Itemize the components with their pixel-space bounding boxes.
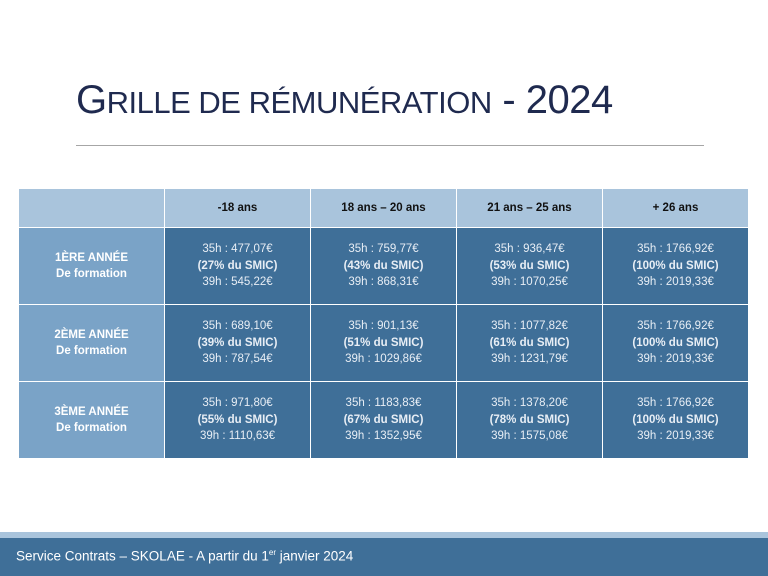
hours-39: 39h : 1070,25€ (491, 276, 568, 289)
hours-39: 39h : 787,54€ (202, 353, 273, 366)
hours-39: 39h : 1231,79€ (491, 353, 568, 366)
hours-35: 35h : 1766,92€ (637, 397, 714, 410)
footer-bar: Service Contrats – SKOLAE - A partir du … (0, 538, 768, 576)
table-cell: 35h : 477,07€ (27% du SMIC) 39h : 545,22… (164, 227, 311, 305)
table-header-row: -18 ans 18 ans – 20 ans 21 ans – 25 ans … (18, 188, 749, 228)
table-cell: 35h : 1183,83€ (67% du SMIC) 39h : 1352,… (310, 381, 457, 459)
smic-percent: (100% du SMIC) (632, 413, 719, 426)
smic-percent: (55% du SMIC) (197, 413, 278, 426)
hours-35: 35h : 1183,83€ (345, 397, 422, 410)
smic-percent: (61% du SMIC) (489, 336, 570, 349)
table-cell: 35h : 1077,82€ (61% du SMIC) 39h : 1231,… (456, 304, 603, 382)
row-header: 1ÈRE ANNÉE De formation (18, 227, 165, 305)
hours-35: 35h : 971,80€ (202, 397, 273, 410)
hours-35: 35h : 1378,20€ (491, 397, 568, 410)
hours-39: 39h : 545,22€ (202, 276, 273, 289)
footer-superscript: er (268, 548, 276, 557)
row-header-year: 3ÈME ANNÉE (54, 405, 129, 418)
hours-35: 35h : 759,77€ (348, 243, 419, 256)
row-header-sub: De formation (56, 268, 127, 280)
table-row: 2ÈME ANNÉE De formation 35h : 689,10€ (3… (18, 304, 749, 382)
title-year: 2024 (525, 78, 613, 122)
smic-percent: (27% du SMIC) (197, 259, 278, 272)
hours-35: 35h : 689,10€ (202, 320, 273, 333)
title-separator: - (491, 78, 526, 122)
row-header-sub: De formation (56, 422, 127, 434)
footer-text: Service Contrats – SKOLAE - A partir du … (16, 548, 353, 564)
hours-35: 35h : 1077,82€ (491, 320, 568, 333)
table-row: 1ÈRE ANNÉE De formation 35h : 477,07€ (2… (18, 227, 749, 305)
corner-cell (18, 188, 165, 228)
hours-39: 39h : 2019,33€ (637, 430, 714, 443)
table-cell: 35h : 936,47€ (53% du SMIC) 39h : 1070,2… (456, 227, 603, 305)
table-cell: 35h : 1766,92€ (100% du SMIC) 39h : 2019… (602, 227, 749, 305)
hours-39: 39h : 1110,63€ (199, 430, 276, 443)
title-smallcaps: RILLE DE RÉMUNÉRATION (106, 85, 493, 120)
footer-text-end: janvier 2024 (276, 548, 354, 564)
footer-accent-bar (0, 532, 768, 538)
table-cell: 35h : 971,80€ (55% du SMIC) 39h : 1110,6… (164, 381, 311, 459)
footer-text-main: Service Contrats – SKOLAE - A partir du … (16, 548, 269, 564)
table-cell: 35h : 901,13€ (51% du SMIC) 39h : 1029,8… (310, 304, 457, 382)
table-cell: 35h : 1766,92€ (100% du SMIC) 39h : 2019… (602, 304, 749, 382)
hours-35: 35h : 477,07€ (202, 243, 273, 256)
hours-39: 39h : 1352,95€ (345, 430, 422, 443)
column-header: -18 ans (164, 188, 311, 228)
row-header-year: 2ÈME ANNÉE (54, 328, 129, 341)
smic-percent: (100% du SMIC) (632, 259, 719, 272)
row-header: 2ÈME ANNÉE De formation (18, 304, 165, 382)
column-header: + 26 ans (602, 188, 749, 228)
hours-39: 39h : 1029,86€ (345, 353, 422, 366)
hours-35: 35h : 901,13€ (348, 320, 419, 333)
column-header: 18 ans – 20 ans (310, 188, 457, 228)
salary-grid-table: -18 ans 18 ans – 20 ans 21 ans – 25 ans … (18, 188, 749, 459)
smic-percent: (53% du SMIC) (489, 259, 570, 272)
smic-percent: (51% du SMIC) (343, 336, 424, 349)
hours-39: 39h : 868,31€ (348, 276, 419, 289)
hours-35: 35h : 1766,92€ (637, 320, 714, 333)
table-cell: 35h : 759,77€ (43% du SMIC) 39h : 868,31… (310, 227, 457, 305)
title-initial: G (76, 78, 107, 122)
smic-percent: (43% du SMIC) (343, 259, 424, 272)
smic-percent: (78% du SMIC) (489, 413, 570, 426)
title-divider (76, 145, 704, 146)
hours-39: 39h : 2019,33€ (637, 276, 714, 289)
hours-35: 35h : 936,47€ (494, 243, 565, 256)
row-header: 3ÈME ANNÉE De formation (18, 381, 165, 459)
table-cell: 35h : 689,10€ (39% du SMIC) 39h : 787,54… (164, 304, 311, 382)
smic-percent: (100% du SMIC) (632, 336, 719, 349)
smic-percent: (67% du SMIC) (343, 413, 424, 426)
table-row: 3ÈME ANNÉE De formation 35h : 971,80€ (5… (18, 381, 749, 459)
hours-39: 39h : 2019,33€ (637, 353, 714, 366)
hours-39: 39h : 1575,08€ (491, 430, 568, 443)
table-cell: 35h : 1378,20€ (78% du SMIC) 39h : 1575,… (456, 381, 603, 459)
column-header: 21 ans – 25 ans (456, 188, 603, 228)
row-header-sub: De formation (56, 345, 127, 357)
page-title: GRILLE DE RÉMUNÉRATION - 2024 (76, 78, 613, 123)
table-cell: 35h : 1766,92€ (100% du SMIC) 39h : 2019… (602, 381, 749, 459)
hours-35: 35h : 1766,92€ (637, 243, 714, 256)
smic-percent: (39% du SMIC) (197, 336, 278, 349)
row-header-year: 1ÈRE ANNÉE (54, 251, 129, 264)
